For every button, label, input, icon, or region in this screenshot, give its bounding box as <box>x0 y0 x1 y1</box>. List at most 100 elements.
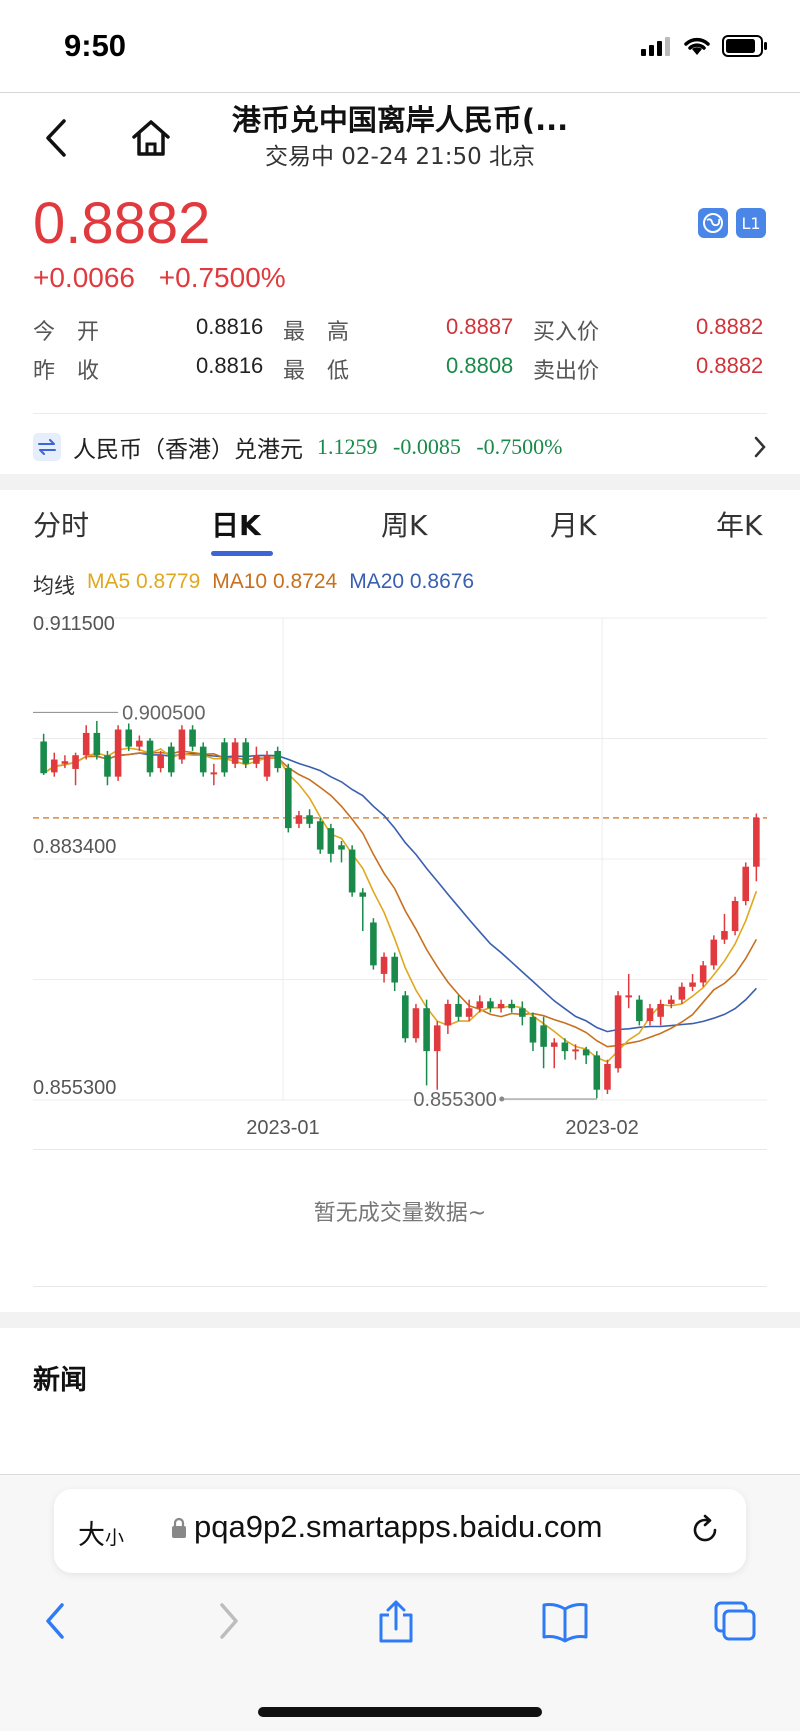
candle-body <box>721 931 728 940</box>
back-icon[interactable] <box>38 113 78 163</box>
tabs-icon[interactable] <box>712 1599 758 1643</box>
tab-monthly-k[interactable]: 月K <box>550 509 597 542</box>
candle-body <box>146 740 154 773</box>
candle-body <box>455 1003 462 1017</box>
candlestick-chart[interactable]: 2023-01 2023-02 0.911500 0.883400 0.855300 0.… <box>0 600 800 1140</box>
tab-yearly-k[interactable]: 年K <box>716 509 763 542</box>
candle-body <box>646 1008 654 1022</box>
tab-intraday[interactable]: 分时 <box>33 509 90 542</box>
candle-body <box>125 729 133 747</box>
candle-body <box>391 956 398 983</box>
candle-body <box>72 755 79 769</box>
price-change: +0.0066 +0.7500% <box>33 262 302 294</box>
candle-body <box>636 999 643 1022</box>
tab-weekly-k[interactable]: 周K <box>381 509 428 542</box>
min-marker-dot <box>499 1096 505 1102</box>
candle-body <box>189 729 196 747</box>
candle-body <box>593 1055 601 1090</box>
open-value: 0.8816 <box>196 314 264 339</box>
x-tick-label: 2023-02 <box>565 1117 638 1139</box>
change-value: +0.0066 <box>33 262 135 293</box>
related-change: -0.0085 <box>393 434 461 459</box>
candle-body <box>380 956 388 974</box>
candle-body <box>699 965 707 983</box>
ma20-label: MA20 0.8676 <box>349 570 475 593</box>
page-title: 港币兑中国离岸人民币(... <box>231 103 569 137</box>
related-pair-values: 1.1259 -0.0085 -0.7500% <box>317 434 572 460</box>
candle-body <box>157 755 164 769</box>
no-volume-text: 暂无成交量数据~ <box>313 1201 487 1226</box>
candle-body <box>82 732 90 756</box>
bookmarks-icon[interactable] <box>540 1599 590 1643</box>
candle-body <box>327 828 335 854</box>
min-price-label: 0.855300 <box>413 1089 496 1111</box>
chevron-right-icon <box>754 436 766 458</box>
candle-body <box>731 901 739 932</box>
candle-body <box>295 815 303 824</box>
ma-legend: 均线 MA5 0.8779 MA10 0.8724 MA20 0.8676 <box>33 570 474 600</box>
candle-body <box>61 761 69 764</box>
volume-bottom-line <box>33 1286 767 1287</box>
candle-body <box>423 1008 430 1052</box>
candle-body <box>306 815 313 824</box>
candle-body <box>582 1049 590 1056</box>
candle-body <box>93 732 101 756</box>
browser-back-icon[interactable] <box>38 1599 74 1643</box>
ma5-label: MA5 0.8779 <box>87 570 201 593</box>
ma20-line <box>43 752 757 1033</box>
high-value: 0.8887 <box>446 314 514 339</box>
lock-icon <box>172 1517 186 1538</box>
ma10-line <box>43 750 758 1048</box>
candle-body <box>50 759 58 773</box>
browser-forward-icon[interactable] <box>210 1599 246 1643</box>
change-percent: +0.7500% <box>158 262 286 293</box>
low-value: 0.8808 <box>446 353 514 378</box>
candle-body <box>370 922 377 966</box>
share-icon[interactable] <box>374 1599 418 1645</box>
swap-icon <box>33 433 61 461</box>
candle-body <box>710 939 718 966</box>
candle-body <box>625 995 633 998</box>
candle-body <box>136 740 143 747</box>
candle-body <box>614 995 622 1069</box>
globe-icon[interactable] <box>698 208 728 238</box>
candle-body <box>689 982 696 987</box>
candle-body <box>657 1003 664 1017</box>
candle-body <box>242 742 250 764</box>
url-text: pqa9p2.smartapps.baidu.com <box>194 1509 603 1544</box>
candle-body <box>667 999 675 1004</box>
text-size-large: 大 <box>78 1520 105 1551</box>
y-tick-label: 0.883400 <box>33 836 116 858</box>
high-label: 最 高 <box>283 320 350 345</box>
related-pair-row[interactable]: 人民币（香港）兑港元 1.1259 -0.0085 -0.7500% <box>33 422 767 472</box>
cellular-signal-icon <box>641 37 670 56</box>
home-indicator <box>258 1707 542 1717</box>
level-badge[interactable]: L1 <box>736 208 766 238</box>
candle-body <box>487 1001 494 1009</box>
candle-body <box>263 755 271 777</box>
candle-body <box>550 1042 558 1047</box>
open-label: 今 开 <box>33 320 100 345</box>
address-bar[interactable]: 大小 pqa9p2.smartapps.baidu.com <box>54 1489 746 1573</box>
candle-body <box>359 892 367 897</box>
candle-body <box>178 729 186 760</box>
candle-body <box>678 986 686 1000</box>
candle-body <box>338 845 345 850</box>
wifi-icon <box>684 37 710 55</box>
home-icon[interactable] <box>128 113 174 163</box>
prev-close-label: 昨 收 <box>33 359 100 384</box>
current-price: 0.8882 <box>33 191 211 256</box>
candle-body <box>274 750 281 769</box>
text-size-button[interactable]: 大小 <box>78 1513 124 1552</box>
status-bar: 9:50 <box>0 0 800 92</box>
candle-body <box>476 1001 484 1009</box>
ask-value: 0.8882 <box>696 353 764 378</box>
reload-icon[interactable] <box>688 1513 722 1547</box>
candle-body <box>104 755 111 777</box>
section-gap <box>0 1312 800 1328</box>
news-section-title: 新闻 <box>33 1365 87 1396</box>
candle-body <box>572 1049 579 1052</box>
candle-body <box>285 768 292 829</box>
tab-daily-k[interactable]: 日K <box>211 509 261 542</box>
candle-body <box>444 1003 452 1026</box>
